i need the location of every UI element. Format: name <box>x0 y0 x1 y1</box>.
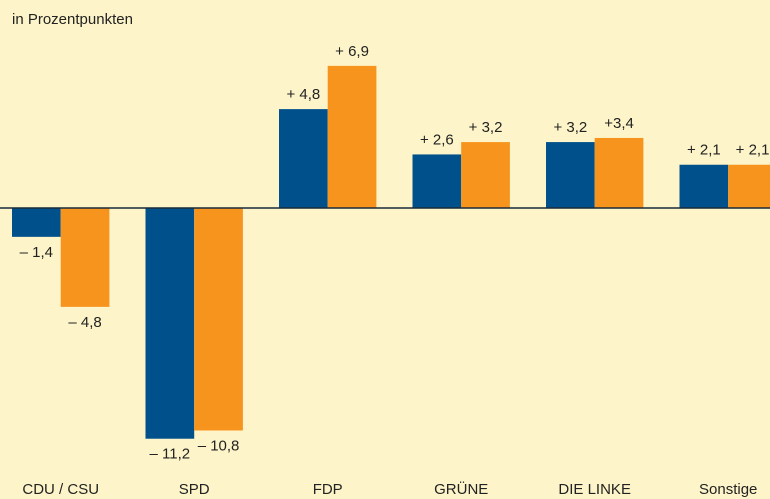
bar <box>194 208 243 431</box>
value-label: + 2,6 <box>420 131 454 148</box>
bar <box>145 208 195 439</box>
value-label: – 11,2 <box>150 446 191 463</box>
bar <box>594 137 644 208</box>
value-label: + 4,8 <box>286 86 320 103</box>
x-tick-label: Sonstige <box>699 481 757 498</box>
value-label: – 10,8 <box>198 437 240 454</box>
x-tick-label: CDU / CSU <box>22 481 99 498</box>
value-label: – 4,8 <box>68 314 101 331</box>
bar <box>461 142 510 208</box>
bar <box>412 154 462 208</box>
value-label: + 6,9 <box>335 43 369 60</box>
value-label: + 3,2 <box>553 119 587 136</box>
value-label: – 1,4 <box>20 244 53 261</box>
value-label: + 3,2 <box>469 119 503 136</box>
x-tick-label: FDP <box>313 481 343 498</box>
value-label: + 2,1 <box>687 142 721 159</box>
value-label: + 2,1 <box>736 142 770 159</box>
x-tick-label: DIE LINKE <box>558 481 631 498</box>
bar <box>728 164 770 208</box>
x-tick-label: GRÜNE <box>434 480 488 498</box>
x-tick-label: SPD <box>179 481 210 498</box>
bar <box>60 208 110 307</box>
chart-subtitle: in Prozentpunkten <box>12 11 133 28</box>
bar <box>12 208 61 237</box>
bar <box>327 65 377 208</box>
bar <box>679 164 729 208</box>
bar <box>279 109 328 208</box>
bar <box>546 142 595 208</box>
value-label: +3,4 <box>604 115 634 132</box>
